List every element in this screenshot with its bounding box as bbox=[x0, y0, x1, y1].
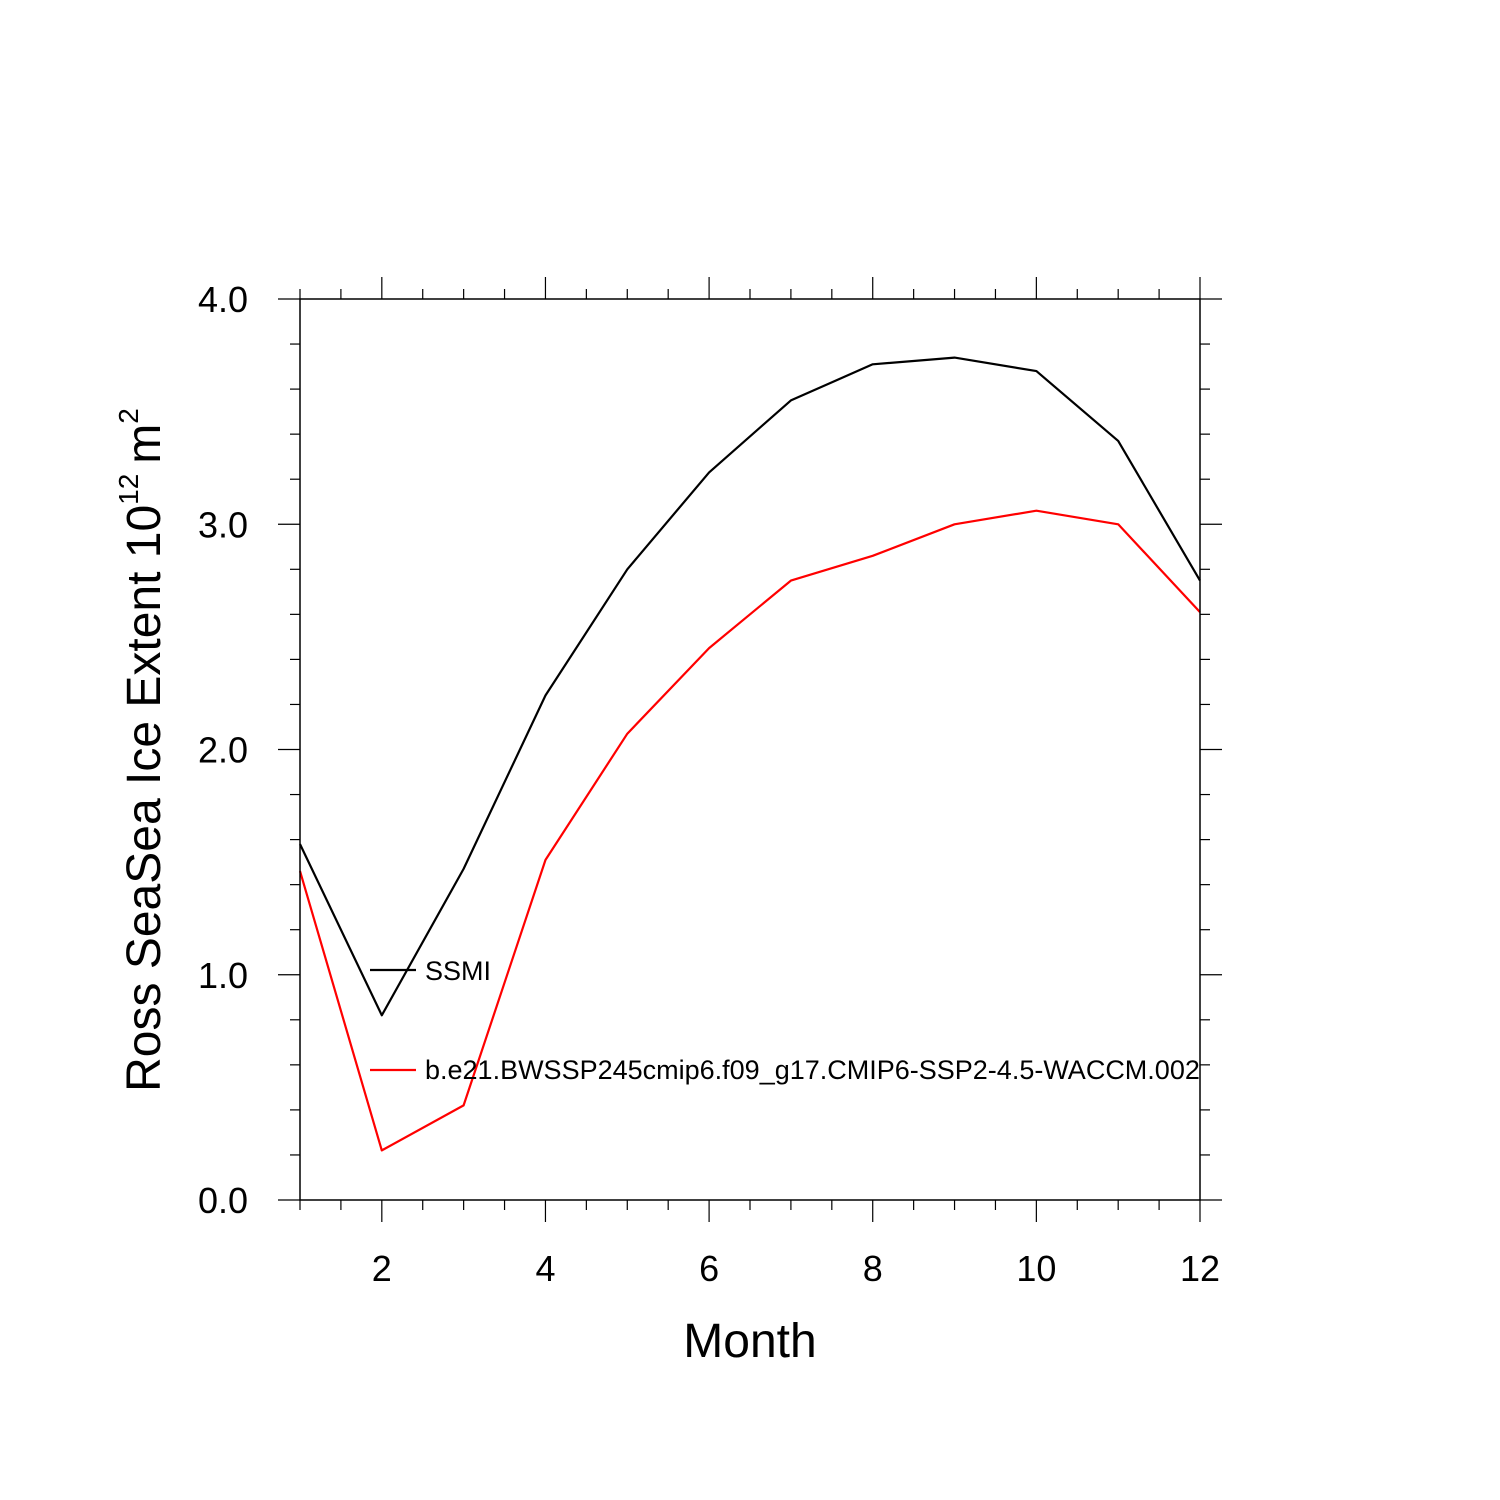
tick-labels: 2 4 6 8 10 12 0.0 1.0 2.0 3.0 4.0 bbox=[198, 279, 1220, 1289]
y-tick-label: 0.0 bbox=[198, 1180, 248, 1221]
x-axis-title: Month bbox=[683, 1315, 816, 1368]
x-tick-label: 6 bbox=[699, 1248, 719, 1289]
y-tick-label: 1.0 bbox=[198, 955, 248, 996]
series-line-waccm bbox=[298, 509, 1201, 1152]
x-tick-label: 8 bbox=[863, 1248, 883, 1289]
series-line-ssmi bbox=[299, 356, 1201, 1017]
series-lines bbox=[298, 356, 1201, 1152]
y-tick-label: 4.0 bbox=[198, 279, 248, 320]
y-axis-title-main: Ross SeaSea Ice Extent 10 bbox=[118, 505, 171, 1092]
x-tick-label: 12 bbox=[1180, 1248, 1220, 1289]
legend-label-waccm: b.e21.BWSSP245cmip6.f09_g17.CMIP6-SSP2-4… bbox=[425, 1055, 1200, 1085]
legend: SSMI b.e21.BWSSP245cmip6.f09_g17.CMIP6-S… bbox=[370, 956, 1200, 1085]
y-tick-label: 3.0 bbox=[198, 504, 248, 545]
y-axis-title-exponent: 12 bbox=[113, 474, 144, 505]
x-tick-label: 4 bbox=[535, 1248, 555, 1289]
legend-label-ssmi: SSMI bbox=[425, 956, 491, 986]
plot-frame bbox=[299, 298, 1201, 1201]
x-tick-label: 2 bbox=[372, 1248, 392, 1289]
x-tick-label: 10 bbox=[1016, 1248, 1056, 1289]
y-axis-title-unit-exponent: 2 bbox=[113, 408, 144, 424]
axis-ticks bbox=[278, 277, 1222, 1222]
y-axis-title-unit: m bbox=[118, 424, 171, 464]
y-tick-label: 2.0 bbox=[198, 730, 248, 771]
y-axis-title: Ross SeaSea Ice Extent 1012 m2 bbox=[113, 408, 171, 1092]
